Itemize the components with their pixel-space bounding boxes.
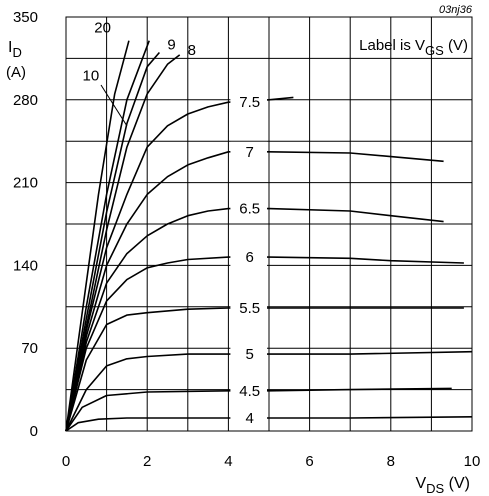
x-axis-label: VDS (V) [415,475,470,496]
figure-code: 03nj36 [439,4,473,16]
label-gap [230,407,267,428]
label-gap [230,380,267,401]
series-label-vgs-8: 8 [188,42,196,59]
series-label-vgs-9: 9 [167,36,175,53]
series-label-vgs-6: 6 [246,249,254,266]
series-label-vgs-6_5: 6.5 [239,201,260,218]
series-group: 4 4.5 5 5.5 6 6.5 7 7.5 89 10 20 [65,20,473,432]
label-gap [230,247,267,268]
series-line-vgs-8 [65,54,181,432]
y-tick-label: 280 [13,92,38,109]
label-gap [230,297,267,318]
series-line-vgs-10 [65,40,150,432]
series-line-vgs-9 [65,51,161,432]
label-gap [230,141,267,162]
label-gap [230,92,267,113]
series-label-vgs-5_5: 5.5 [239,300,260,317]
series-label-vgs-20: 20 [94,20,111,37]
x-tick-label: 8 [387,453,395,470]
x-tick-label: 4 [224,453,232,470]
x-tick-label: 6 [305,453,313,470]
y-axis-label: ID [8,39,22,60]
y-tick-label: 70 [21,340,38,357]
label-gap [230,198,267,219]
y-tick-label: 0 [30,423,38,440]
x-tick-label: 10 [464,453,481,470]
series-line-vgs-5 [65,350,473,432]
x-tick-label: 0 [62,453,70,470]
series-line-vgs-4 [65,416,473,432]
series-line-vgs-20 [65,40,130,432]
y-tick-label: 140 [13,257,38,274]
x-tick-label: 2 [143,453,151,470]
series-label-vgs-5: 5 [246,346,254,363]
y-tick-label: 350 [13,9,38,26]
series-line-vgs-7 [65,151,444,432]
legend-note: Label is VGS (V) [359,37,468,58]
series-label-vgs-7_5: 7.5 [239,94,260,111]
series-line-vgs-4_5 [65,387,452,432]
leader-line-vgs-10 [100,84,128,127]
tick-labels: 0 2 4 6 8 10 0 70 140 210 280 350 [13,9,480,470]
series-label-vgs-4_5: 4.5 [239,383,260,400]
series-line-vgs-6_5 [65,207,444,432]
series-label-vgs-4: 4 [246,410,254,427]
svg-text:Label is VGS (V): Label is VGS (V) [359,37,468,58]
y-tick-label: 210 [13,175,38,192]
label-gap [230,344,267,365]
series-label-vgs-7: 7 [246,144,254,161]
series-line-vgs-5_5 [65,307,464,432]
series-line-vgs-6 [65,256,464,432]
y-axis-unit: (A) [6,64,26,81]
series-label-vgs-10: 10 [83,68,100,85]
